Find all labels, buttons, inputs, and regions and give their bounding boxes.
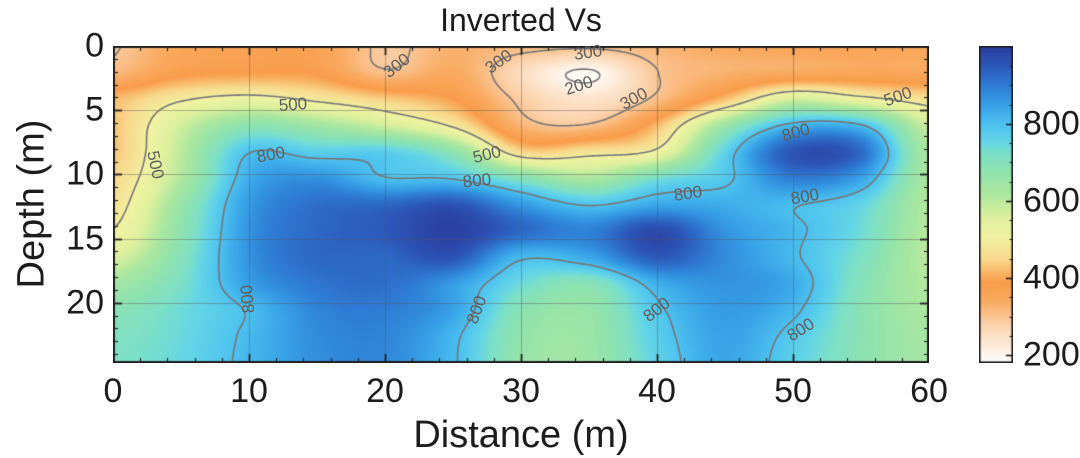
- y-tick-label: 5: [85, 90, 104, 129]
- colorbar-tick-label: 400: [1023, 258, 1080, 297]
- x-tick-label: 50: [774, 372, 812, 410]
- y-tick-label: 0: [85, 26, 104, 65]
- y-axis-label: Depth (m): [10, 119, 53, 289]
- x-tick-label: 10: [230, 372, 268, 410]
- x-tick-label: 40: [638, 372, 676, 410]
- contour-label: 800: [462, 169, 493, 192]
- colorbar-tick-label: 800: [1023, 104, 1080, 143]
- y-tick-label: 10: [66, 154, 104, 193]
- x-tick-label: 60: [910, 372, 948, 410]
- contour-label: 800: [672, 182, 704, 206]
- y-tick-label: 15: [66, 219, 104, 257]
- plot-area: 300 300 300 200 300 500 500 500 500 800 800 800 800 8…: [113, 41, 929, 363]
- contour-heatmap-canvas: [113, 46, 929, 363]
- colorbar-tick-label: 200: [1023, 335, 1080, 374]
- contour-label: 800: [236, 283, 258, 314]
- x-tick-label: 0: [103, 372, 123, 410]
- x-tick-label: 30: [502, 372, 540, 410]
- chart-title: Inverted Vs: [440, 2, 602, 38]
- y-tick-label: 20: [66, 283, 104, 322]
- contour-label: 300: [572, 41, 603, 64]
- colorbar-tick-label: 600: [1023, 181, 1080, 220]
- x-axis-label: Distance (m): [413, 414, 629, 456]
- colorbar: [979, 46, 1013, 363]
- contour-label: 500: [277, 94, 308, 115]
- x-tick-label: 20: [366, 372, 404, 410]
